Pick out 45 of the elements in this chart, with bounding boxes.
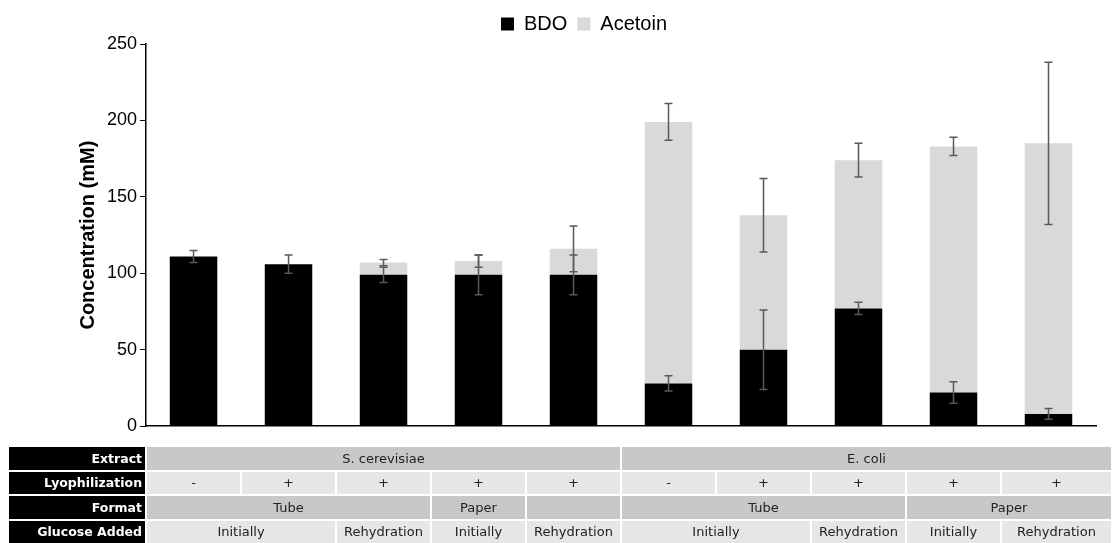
legend-label: BDO bbox=[523, 11, 568, 34]
y-tick-label: 50 bbox=[117, 338, 138, 359]
text: Format bbox=[8, 495, 147, 520]
y-axis-title: Concentration (mM) bbox=[75, 140, 98, 330]
text: Initially bbox=[431, 519, 526, 543]
y-tick-label: 100 bbox=[106, 262, 138, 283]
bar bbox=[454, 261, 503, 275]
bar bbox=[739, 215, 788, 350]
text: + bbox=[241, 470, 336, 495]
y-tick-label: 150 bbox=[106, 185, 138, 206]
text: Tube bbox=[146, 495, 432, 520]
text: Rehydration bbox=[811, 519, 906, 543]
text: - bbox=[146, 470, 242, 495]
y-tick-label: 200 bbox=[106, 109, 138, 130]
text: Paper bbox=[431, 495, 526, 520]
text: S. cerevisiae bbox=[146, 446, 621, 471]
y-tick-label: 250 bbox=[106, 32, 138, 53]
text: Initially bbox=[146, 519, 337, 543]
text: Lyophilization bbox=[8, 470, 147, 495]
text: Extract bbox=[8, 446, 147, 471]
text: + bbox=[1001, 470, 1112, 495]
text: Glucose Added bbox=[8, 519, 147, 543]
text: Tube bbox=[621, 495, 906, 520]
text: Paper bbox=[906, 495, 1112, 520]
text: - bbox=[621, 470, 716, 495]
bar bbox=[549, 248, 598, 275]
legend-label: Acetoin bbox=[600, 11, 668, 34]
text: E. coli bbox=[621, 446, 1112, 471]
bar bbox=[834, 160, 883, 309]
bar bbox=[644, 121, 693, 384]
text: + bbox=[716, 470, 811, 495]
bar bbox=[1024, 143, 1073, 414]
y-tick-label: 0 bbox=[127, 415, 138, 436]
text: Initially bbox=[906, 519, 1001, 543]
text: Rehydration bbox=[1001, 519, 1112, 543]
text: Initially bbox=[621, 519, 811, 543]
bar bbox=[929, 146, 978, 393]
text: Rehydration bbox=[336, 519, 431, 543]
text: + bbox=[906, 470, 1001, 495]
text: + bbox=[526, 470, 621, 495]
text: Rehydration bbox=[526, 519, 621, 543]
bar bbox=[359, 262, 408, 275]
text: + bbox=[811, 470, 906, 495]
text: + bbox=[431, 470, 526, 495]
text: + bbox=[336, 470, 431, 495]
